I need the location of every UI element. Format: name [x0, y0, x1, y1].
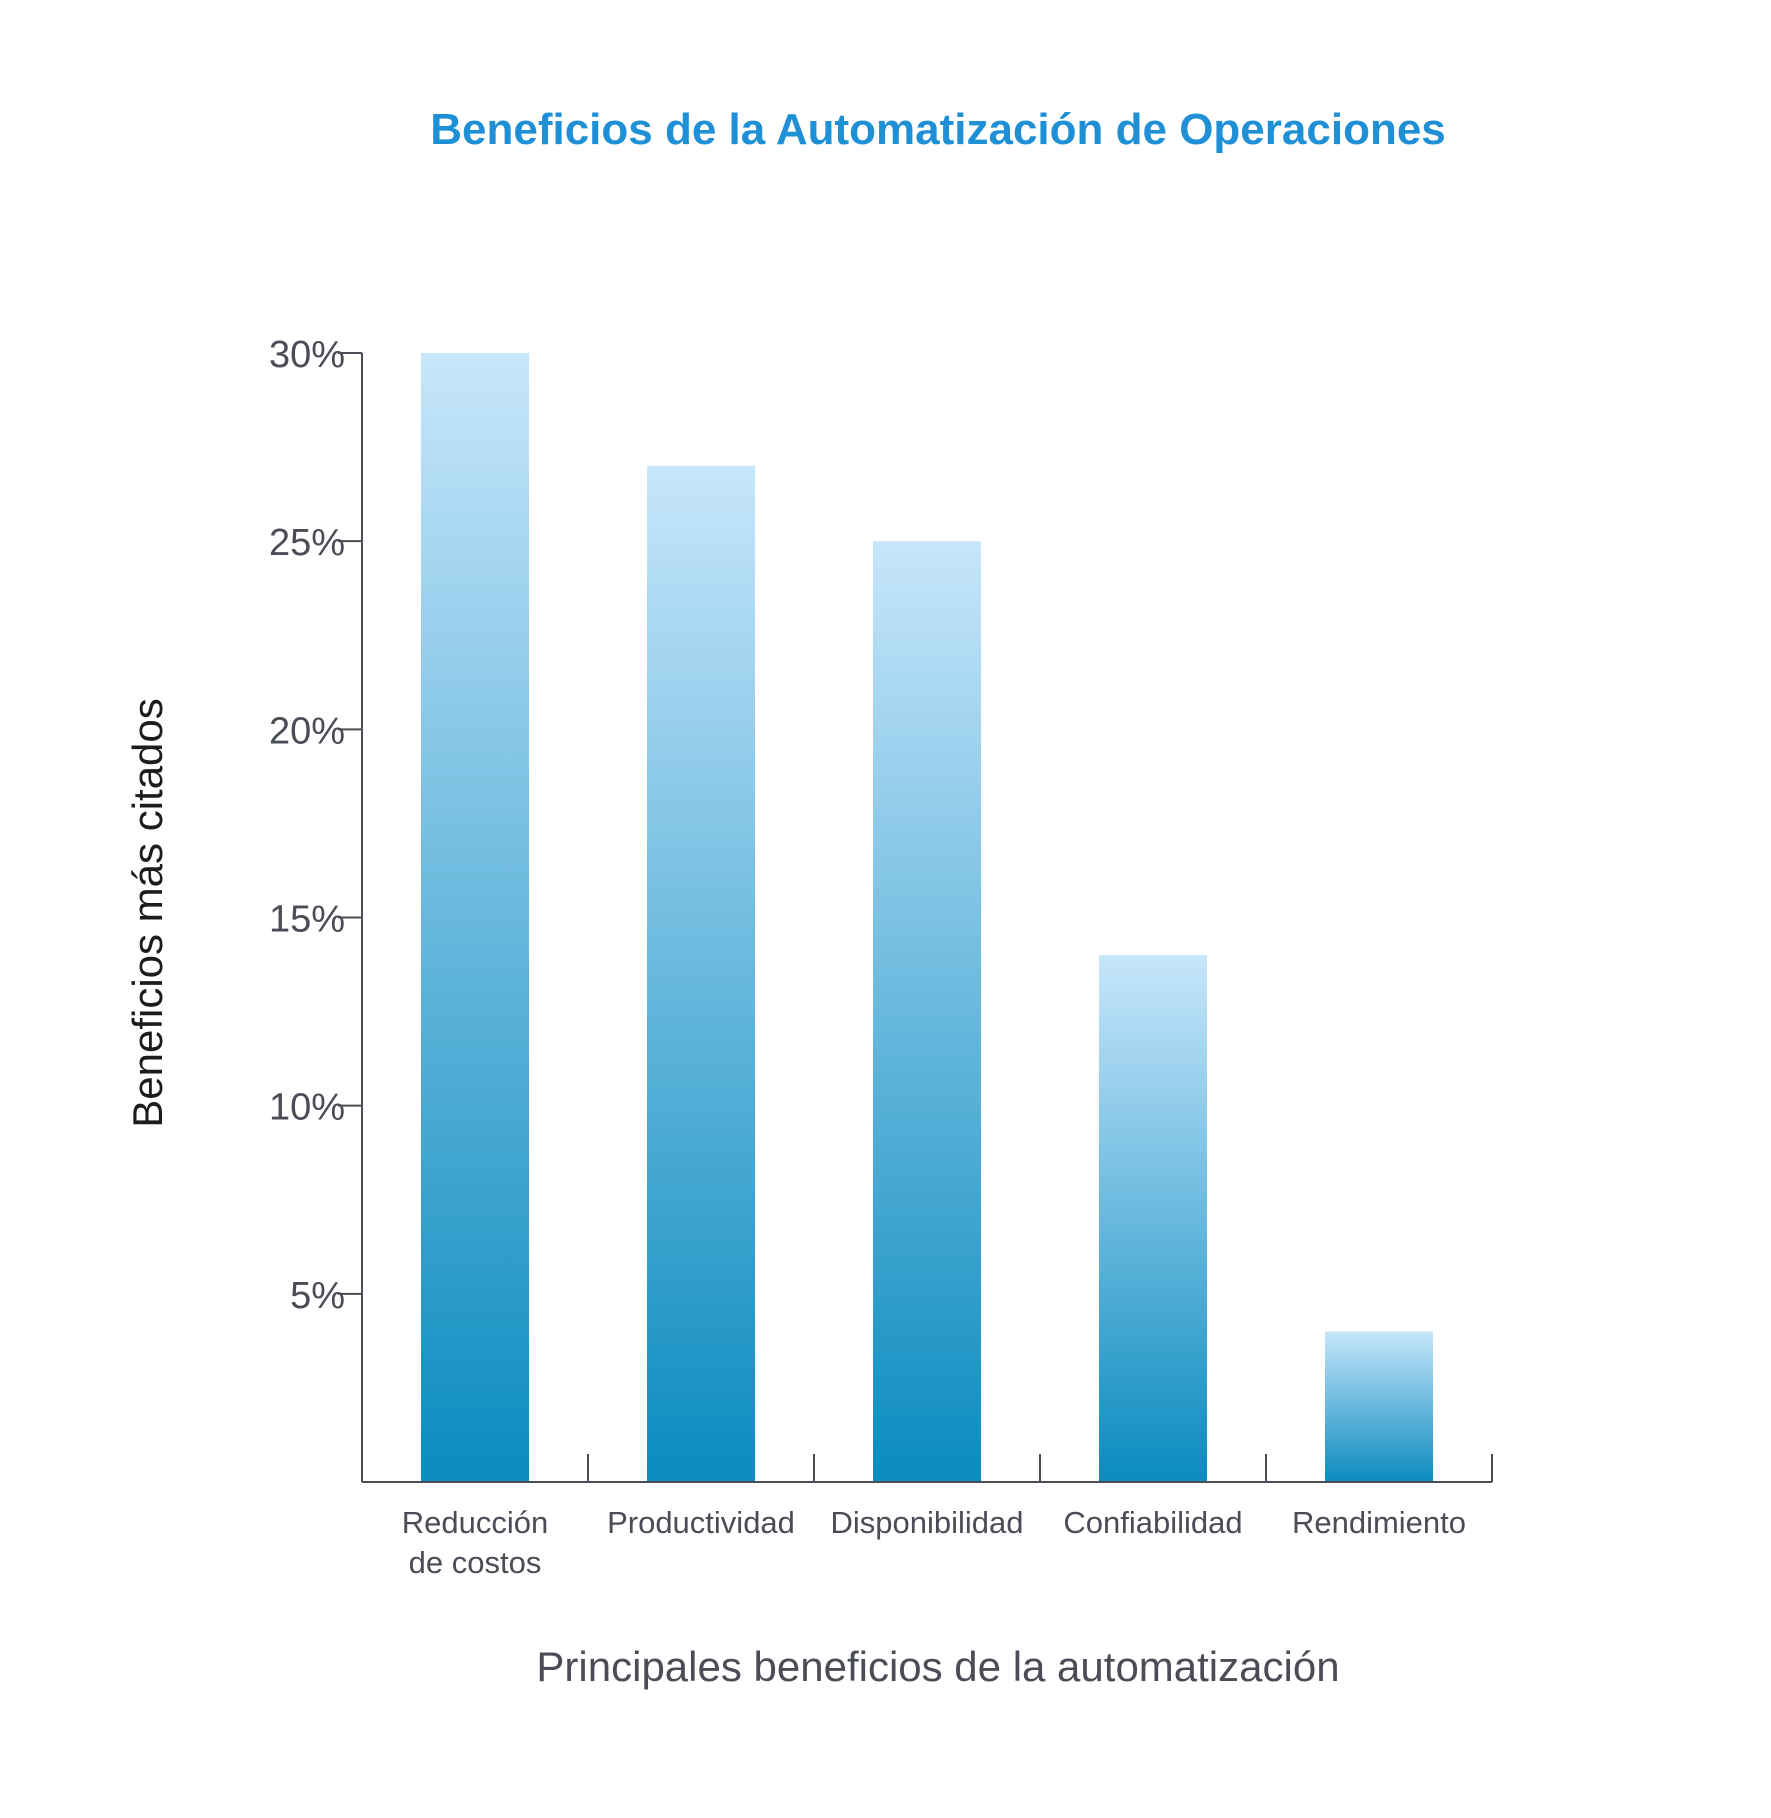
- y-axis-title: Beneficios más citados: [124, 698, 171, 1128]
- y-tick-label: 5%: [290, 1275, 345, 1317]
- y-tick-label: 20%: [269, 710, 345, 752]
- bar: [647, 465, 755, 1482]
- y-tick-label: 15%: [269, 899, 345, 941]
- bar: [1099, 955, 1207, 1482]
- x-axis-title: Principales beneficios de la automatizac…: [536, 1643, 1339, 1690]
- x-tick-label: Productividad: [607, 1505, 795, 1540]
- bars: [421, 353, 1433, 1482]
- x-tick-label: Confiabilidad: [1063, 1505, 1242, 1540]
- axes: [338, 352, 1493, 1483]
- y-tick-label: 10%: [269, 1087, 345, 1129]
- bar: [1325, 1331, 1433, 1482]
- x-tick-label: Disponibilidad: [830, 1505, 1023, 1540]
- x-tick-labels: Reducción de costos Productividad Disponibi…: [402, 1505, 1466, 1580]
- bar: [421, 353, 529, 1482]
- chart-title: Beneficios de la Automatización de Opera…: [430, 105, 1446, 154]
- x-tick-label: Rendimiento: [1292, 1505, 1466, 1540]
- y-tick-label: 30%: [269, 334, 345, 376]
- x-tick-label: Reducción de costos: [402, 1505, 548, 1580]
- y-tick-labels: 5% 10% 15% 20% 25% 30%: [269, 334, 345, 1317]
- bar: [873, 541, 981, 1482]
- y-tick-label: 25%: [269, 522, 345, 564]
